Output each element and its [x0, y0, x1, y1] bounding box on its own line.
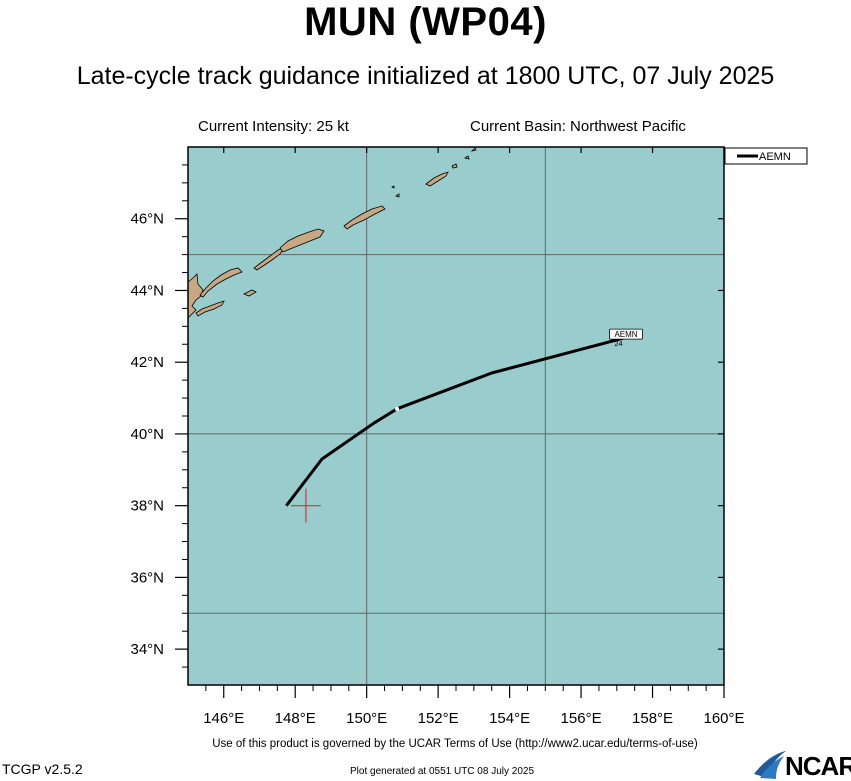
- ncar-logo-icon: [754, 751, 786, 779]
- kuril-island-1: [199, 267, 243, 298]
- map-title: MUN (WP04): [304, 0, 547, 44]
- current-basin-label: Current Basin: Northwest Pacific: [470, 118, 686, 135]
- lat-tick-label: 36°N: [130, 569, 164, 586]
- lon-tick-label: 152°E: [418, 710, 459, 727]
- track-point-marker: [395, 406, 400, 411]
- kuril-island-3: [243, 289, 257, 297]
- lat-tick-label: 38°N: [130, 498, 164, 515]
- kuril-island-10: [451, 163, 458, 169]
- kuril-island-5: [279, 228, 325, 253]
- track-end-label-box: [609, 328, 643, 340]
- current-position-marker: [290, 488, 321, 523]
- kuril-island-9: [395, 193, 400, 198]
- version-label: TCGP v2.5.2: [2, 761, 83, 777]
- kuril-island-2: [195, 300, 225, 317]
- map-subtitle: Late-cycle track guidance initialized at…: [76, 62, 775, 90]
- kuril-island-6: [343, 205, 386, 230]
- lon-tick-label: 154°E: [489, 710, 530, 727]
- terms-of-use: Use of this product is governed by the U…: [212, 738, 698, 750]
- kuril-island-12: [470, 147, 477, 152]
- kuril-island-11: [464, 155, 470, 160]
- kuril-island-8: [391, 185, 395, 189]
- kuril-island-7: [425, 171, 449, 187]
- legend-frame: [724, 147, 808, 165]
- lon-tick-label: 160°E: [703, 710, 744, 727]
- lon-tick-label: 146°E: [203, 710, 244, 727]
- map-axes: 146°E 148°E 150°E 152°E 154°E 156°E 158°E 160°E…: [130, 146, 745, 727]
- lon-tick-label: 158°E: [632, 710, 673, 727]
- lat-tick-label: 42°N: [130, 354, 164, 371]
- lon-tick-label: 150°E: [346, 710, 387, 727]
- lon-tick-label: 148°E: [275, 710, 316, 727]
- track-line-aemn: [285, 335, 628, 507]
- current-intensity-label: Current Intensity: 25 kt: [198, 118, 349, 135]
- lat-tick-label: 46°N: [130, 211, 164, 228]
- ocean-area: [188, 147, 724, 685]
- generated-timestamp: Plot generated at 0551 UTC 08 July 2025: [350, 766, 535, 777]
- ncar-logo-text: NCAR: [785, 751, 851, 781]
- land-masses: [187, 147, 477, 319]
- legend-box: AEMN: [724, 147, 808, 165]
- legend-label: AEMN: [759, 151, 791, 163]
- lat-tick-label: 34°N: [130, 641, 164, 658]
- track-end-label: AEMN: [614, 330, 637, 339]
- lat-tick-label: 44°N: [130, 282, 164, 299]
- track-end-hour-label: 24: [614, 339, 622, 348]
- lon-tick-label: 156°E: [561, 710, 602, 727]
- hokkaido-coast: [187, 273, 204, 319]
- lat-tick-label: 40°N: [130, 426, 164, 443]
